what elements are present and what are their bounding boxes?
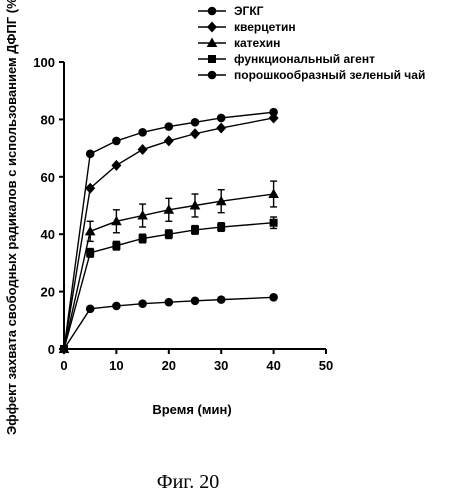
y-tick-label: 40 <box>41 227 55 242</box>
y-tick-label: 60 <box>41 170 55 185</box>
data-point-diamond <box>137 144 148 156</box>
data-point-circle <box>207 70 217 80</box>
data-point-diamond <box>163 135 174 147</box>
x-axis-label: Время (мин) <box>152 402 231 417</box>
series-line <box>63 117 274 350</box>
data-point-circle <box>164 122 174 131</box>
data-point-circle <box>190 296 200 306</box>
data-point-circle <box>59 344 69 354</box>
data-point-diamond <box>85 182 96 194</box>
data-point-circle <box>216 113 226 123</box>
series-line <box>63 111 274 350</box>
data-point-circle <box>269 293 278 302</box>
y-tick-label: 0 <box>48 342 55 357</box>
legend-item-3: катехин <box>198 36 280 50</box>
series-5 <box>59 293 278 354</box>
legend-label: катехин <box>234 36 280 50</box>
figure-caption: Фиг. 20 <box>157 471 219 493</box>
legend-item-2: кверцетин <box>198 20 296 34</box>
data-point-square <box>208 55 216 63</box>
data-point-triangle <box>137 210 148 220</box>
series-3 <box>58 180 279 353</box>
data-point-triangle <box>206 37 218 47</box>
data-point-circle <box>164 297 174 307</box>
data-point-square <box>138 234 147 243</box>
y-tick-label: 20 <box>41 285 55 300</box>
data-point-triangle <box>111 215 122 226</box>
data-point-circle <box>112 301 121 311</box>
data-point-square <box>269 218 278 227</box>
x-tick-label: 20 <box>162 358 176 373</box>
series-line <box>63 193 274 350</box>
series-group <box>58 107 279 355</box>
data-point-square <box>217 223 226 232</box>
data-point-circle <box>207 6 217 16</box>
y-axis-label: Эффект захвата свободных радикалов с исп… <box>4 0 19 435</box>
series-line <box>63 296 274 350</box>
data-point-circle <box>112 136 121 146</box>
data-point-diamond <box>207 21 217 33</box>
legend-item-4: функциональный агент <box>198 52 375 66</box>
data-point-square <box>112 241 121 250</box>
data-point-triangle <box>268 188 279 199</box>
legend-label: функциональный агент <box>234 52 375 66</box>
axes <box>63 62 326 350</box>
data-point-circle <box>138 299 147 308</box>
data-point-triangle <box>84 225 96 236</box>
data-point-square <box>164 230 173 239</box>
data-point-diamond <box>111 159 122 171</box>
legend: ЭГКГ кверцетин катехин функциональный агент… <box>198 4 425 82</box>
data-point-diamond <box>216 122 227 134</box>
legend-item-1: ЭГКГ <box>198 4 264 18</box>
data-point-triangle <box>163 204 175 214</box>
x-tick-label: 30 <box>214 358 228 373</box>
series-line <box>63 222 274 350</box>
series-1 <box>59 107 278 354</box>
data-point-diamond <box>268 112 279 124</box>
data-point-triangle <box>189 200 201 210</box>
x-tick-label: 0 <box>60 358 67 373</box>
data-point-diamond <box>190 128 200 140</box>
data-point-circle <box>85 149 95 159</box>
data-point-square <box>191 225 199 234</box>
data-point-circle <box>85 304 95 314</box>
y-tick-label: 100 <box>33 55 55 70</box>
legend-label: порошкообразный зеленый чай <box>234 68 425 82</box>
data-point-circle <box>216 295 226 304</box>
data-point-triangle <box>215 195 227 206</box>
legend-item-5: порошкообразный зеленый чай <box>198 68 425 82</box>
ticks: 0 10 20 30 40 50 0 20 40 60 80 100 <box>33 55 333 373</box>
data-point-circle <box>190 117 200 127</box>
x-tick-label: 40 <box>266 358 280 373</box>
data-point-square <box>86 248 95 257</box>
x-tick-label: 10 <box>109 358 123 373</box>
data-point-circle <box>269 107 278 117</box>
y-tick-label: 80 <box>41 112 55 127</box>
legend-label: ЭГКГ <box>234 4 264 18</box>
legend-label: кверцетин <box>234 20 296 34</box>
data-point-circle <box>138 128 147 137</box>
series-4 <box>60 216 278 353</box>
series-2 <box>59 112 279 355</box>
x-tick-label: 50 <box>319 358 333 373</box>
